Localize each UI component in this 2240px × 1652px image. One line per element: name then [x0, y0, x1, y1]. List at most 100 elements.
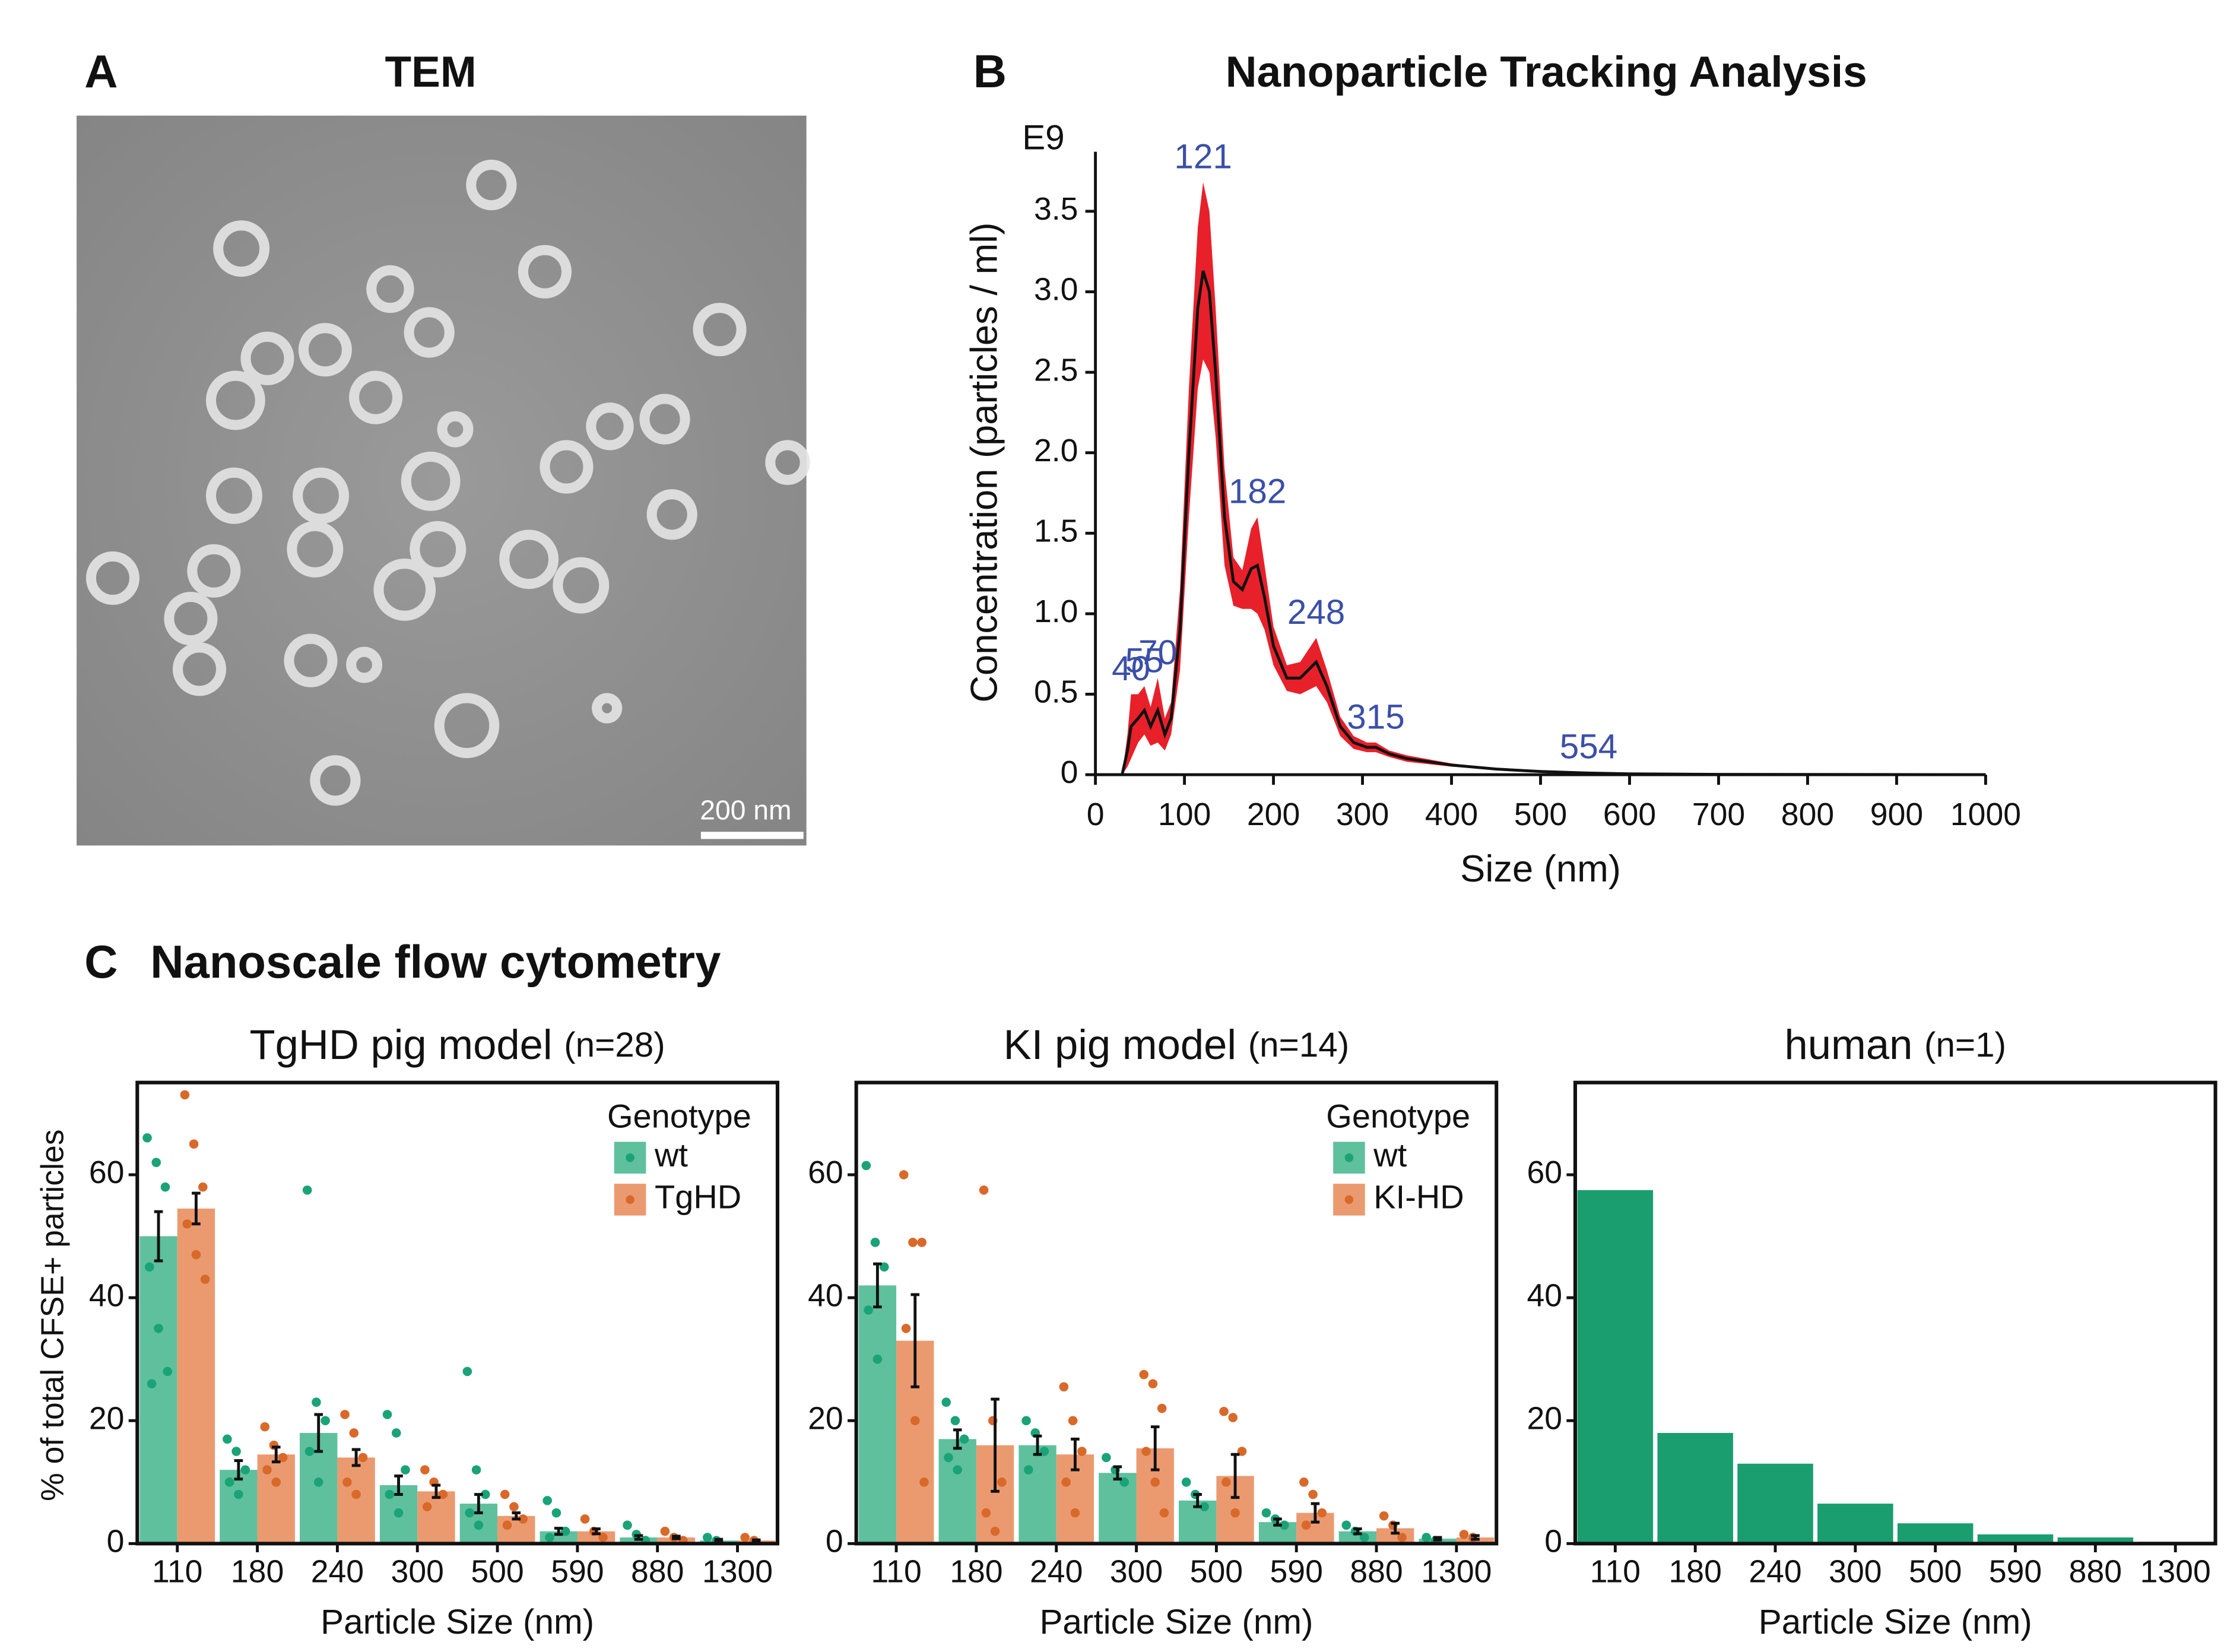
y-tick-label: 0 [1061, 755, 1078, 790]
data-point [1341, 1520, 1351, 1530]
data-point [151, 1158, 161, 1168]
error-bar [1433, 1536, 1442, 1542]
x-tick-label: 880 [631, 1555, 684, 1590]
error-bar [910, 1293, 920, 1388]
data-point [198, 1182, 208, 1192]
bar [938, 1439, 976, 1544]
bar [1817, 1504, 1893, 1544]
plot-frame [135, 1080, 779, 1546]
data-point [262, 1465, 272, 1475]
y-tick-label: 1.0 [1034, 594, 1078, 629]
error-bar [394, 1475, 403, 1496]
error-bar [234, 1459, 243, 1481]
y-tick-label: 20 [808, 1401, 843, 1436]
error-bar [1471, 1534, 1480, 1541]
y-tick-label: 0 [107, 1524, 125, 1559]
data-point [180, 1090, 190, 1100]
x-axis-label: Particle Size (nm) [1039, 1603, 1313, 1641]
error-bar [873, 1262, 882, 1309]
x-tick-label: 900 [1870, 797, 1923, 832]
data-point [349, 1428, 359, 1438]
y-tick-label: 0 [826, 1524, 843, 1559]
x-tick-label: 100 [1158, 797, 1211, 832]
x-tick-label: 110 [1590, 1555, 1641, 1590]
x-tick-label: 500 [1190, 1555, 1243, 1590]
data-point [358, 1453, 368, 1463]
data-point [480, 1489, 490, 1499]
data-point [394, 1508, 404, 1518]
data-point [1379, 1511, 1389, 1521]
data-point [990, 1526, 1000, 1536]
y-axis-label: Concentration (particles / ml) [964, 223, 1005, 703]
legend-label: wt [1373, 1136, 1407, 1174]
x-tick-label: 500 [1514, 797, 1567, 832]
y-tick-label: 0 [1544, 1524, 1562, 1559]
data-point [1181, 1477, 1191, 1487]
y-tick-label: 3.0 [1034, 272, 1078, 307]
data-point [660, 1526, 670, 1536]
data-point [1141, 1447, 1151, 1456]
x-tick-label: 180 [1669, 1555, 1722, 1590]
data-point [997, 1477, 1007, 1487]
data-point [260, 1422, 270, 1432]
data-point [271, 1477, 281, 1487]
data-point [872, 1354, 883, 1364]
data-point [1280, 1520, 1289, 1530]
data-point [560, 1526, 570, 1536]
peak-label: 315 [1347, 697, 1404, 736]
data-point [1068, 1416, 1078, 1426]
x-tick-label: 600 [1603, 797, 1656, 832]
error-bar [1391, 1521, 1400, 1535]
peak-label: 55 [1125, 641, 1164, 680]
error-bar [1113, 1465, 1122, 1481]
data-point [580, 1514, 590, 1524]
x-tick-label: 1000 [1950, 797, 2021, 832]
bar [417, 1491, 455, 1544]
data-point [959, 1434, 969, 1444]
bar [337, 1457, 375, 1544]
data-point [163, 1366, 173, 1377]
data-point [879, 1262, 889, 1272]
x-tick-label: 240 [1030, 1555, 1083, 1590]
error-bar [1193, 1493, 1202, 1508]
x-tick-label: 180 [950, 1555, 1002, 1590]
bar [858, 1285, 897, 1544]
data-point [950, 1416, 960, 1426]
y-tick-label: 20 [1527, 1401, 1562, 1436]
data-point [518, 1514, 528, 1524]
data-point [545, 1533, 554, 1542]
legend-dot [1344, 1195, 1354, 1204]
error-bar [751, 1538, 761, 1543]
y-tick-label: 0.5 [1034, 675, 1078, 710]
data-point [471, 1465, 481, 1475]
chart-title-note: (n=28) [564, 1026, 665, 1065]
data-point [1237, 1447, 1247, 1456]
scale-bar-label: 200 nm [700, 795, 791, 826]
mean-line [1095, 270, 1986, 776]
data-point [142, 1133, 152, 1143]
chart-title-note: (n=14) [1248, 1026, 1350, 1065]
data-point [1061, 1477, 1071, 1487]
data-point [474, 1520, 484, 1530]
error-bar [592, 1527, 601, 1536]
error-bar [714, 1537, 724, 1543]
error-bar [672, 1534, 681, 1540]
error-bar [474, 1493, 483, 1515]
chart-title: human (n=1) [1785, 1021, 2007, 1068]
chart-title-text: TgHD pig model [250, 1021, 553, 1068]
x-tick-label: 200 [1247, 797, 1300, 832]
error-bar [634, 1534, 643, 1541]
panel-label: A [84, 45, 118, 97]
data-point [382, 1410, 392, 1419]
x-axis-label: Size (nm) [1460, 848, 1621, 890]
data-point [502, 1520, 512, 1530]
data-point [864, 1305, 873, 1315]
data-point [234, 1489, 243, 1499]
y-tick-label: 2.5 [1034, 353, 1078, 388]
error-bar [1311, 1502, 1320, 1524]
data-point [941, 1397, 951, 1407]
data-point [231, 1447, 241, 1456]
data-point [420, 1465, 430, 1475]
